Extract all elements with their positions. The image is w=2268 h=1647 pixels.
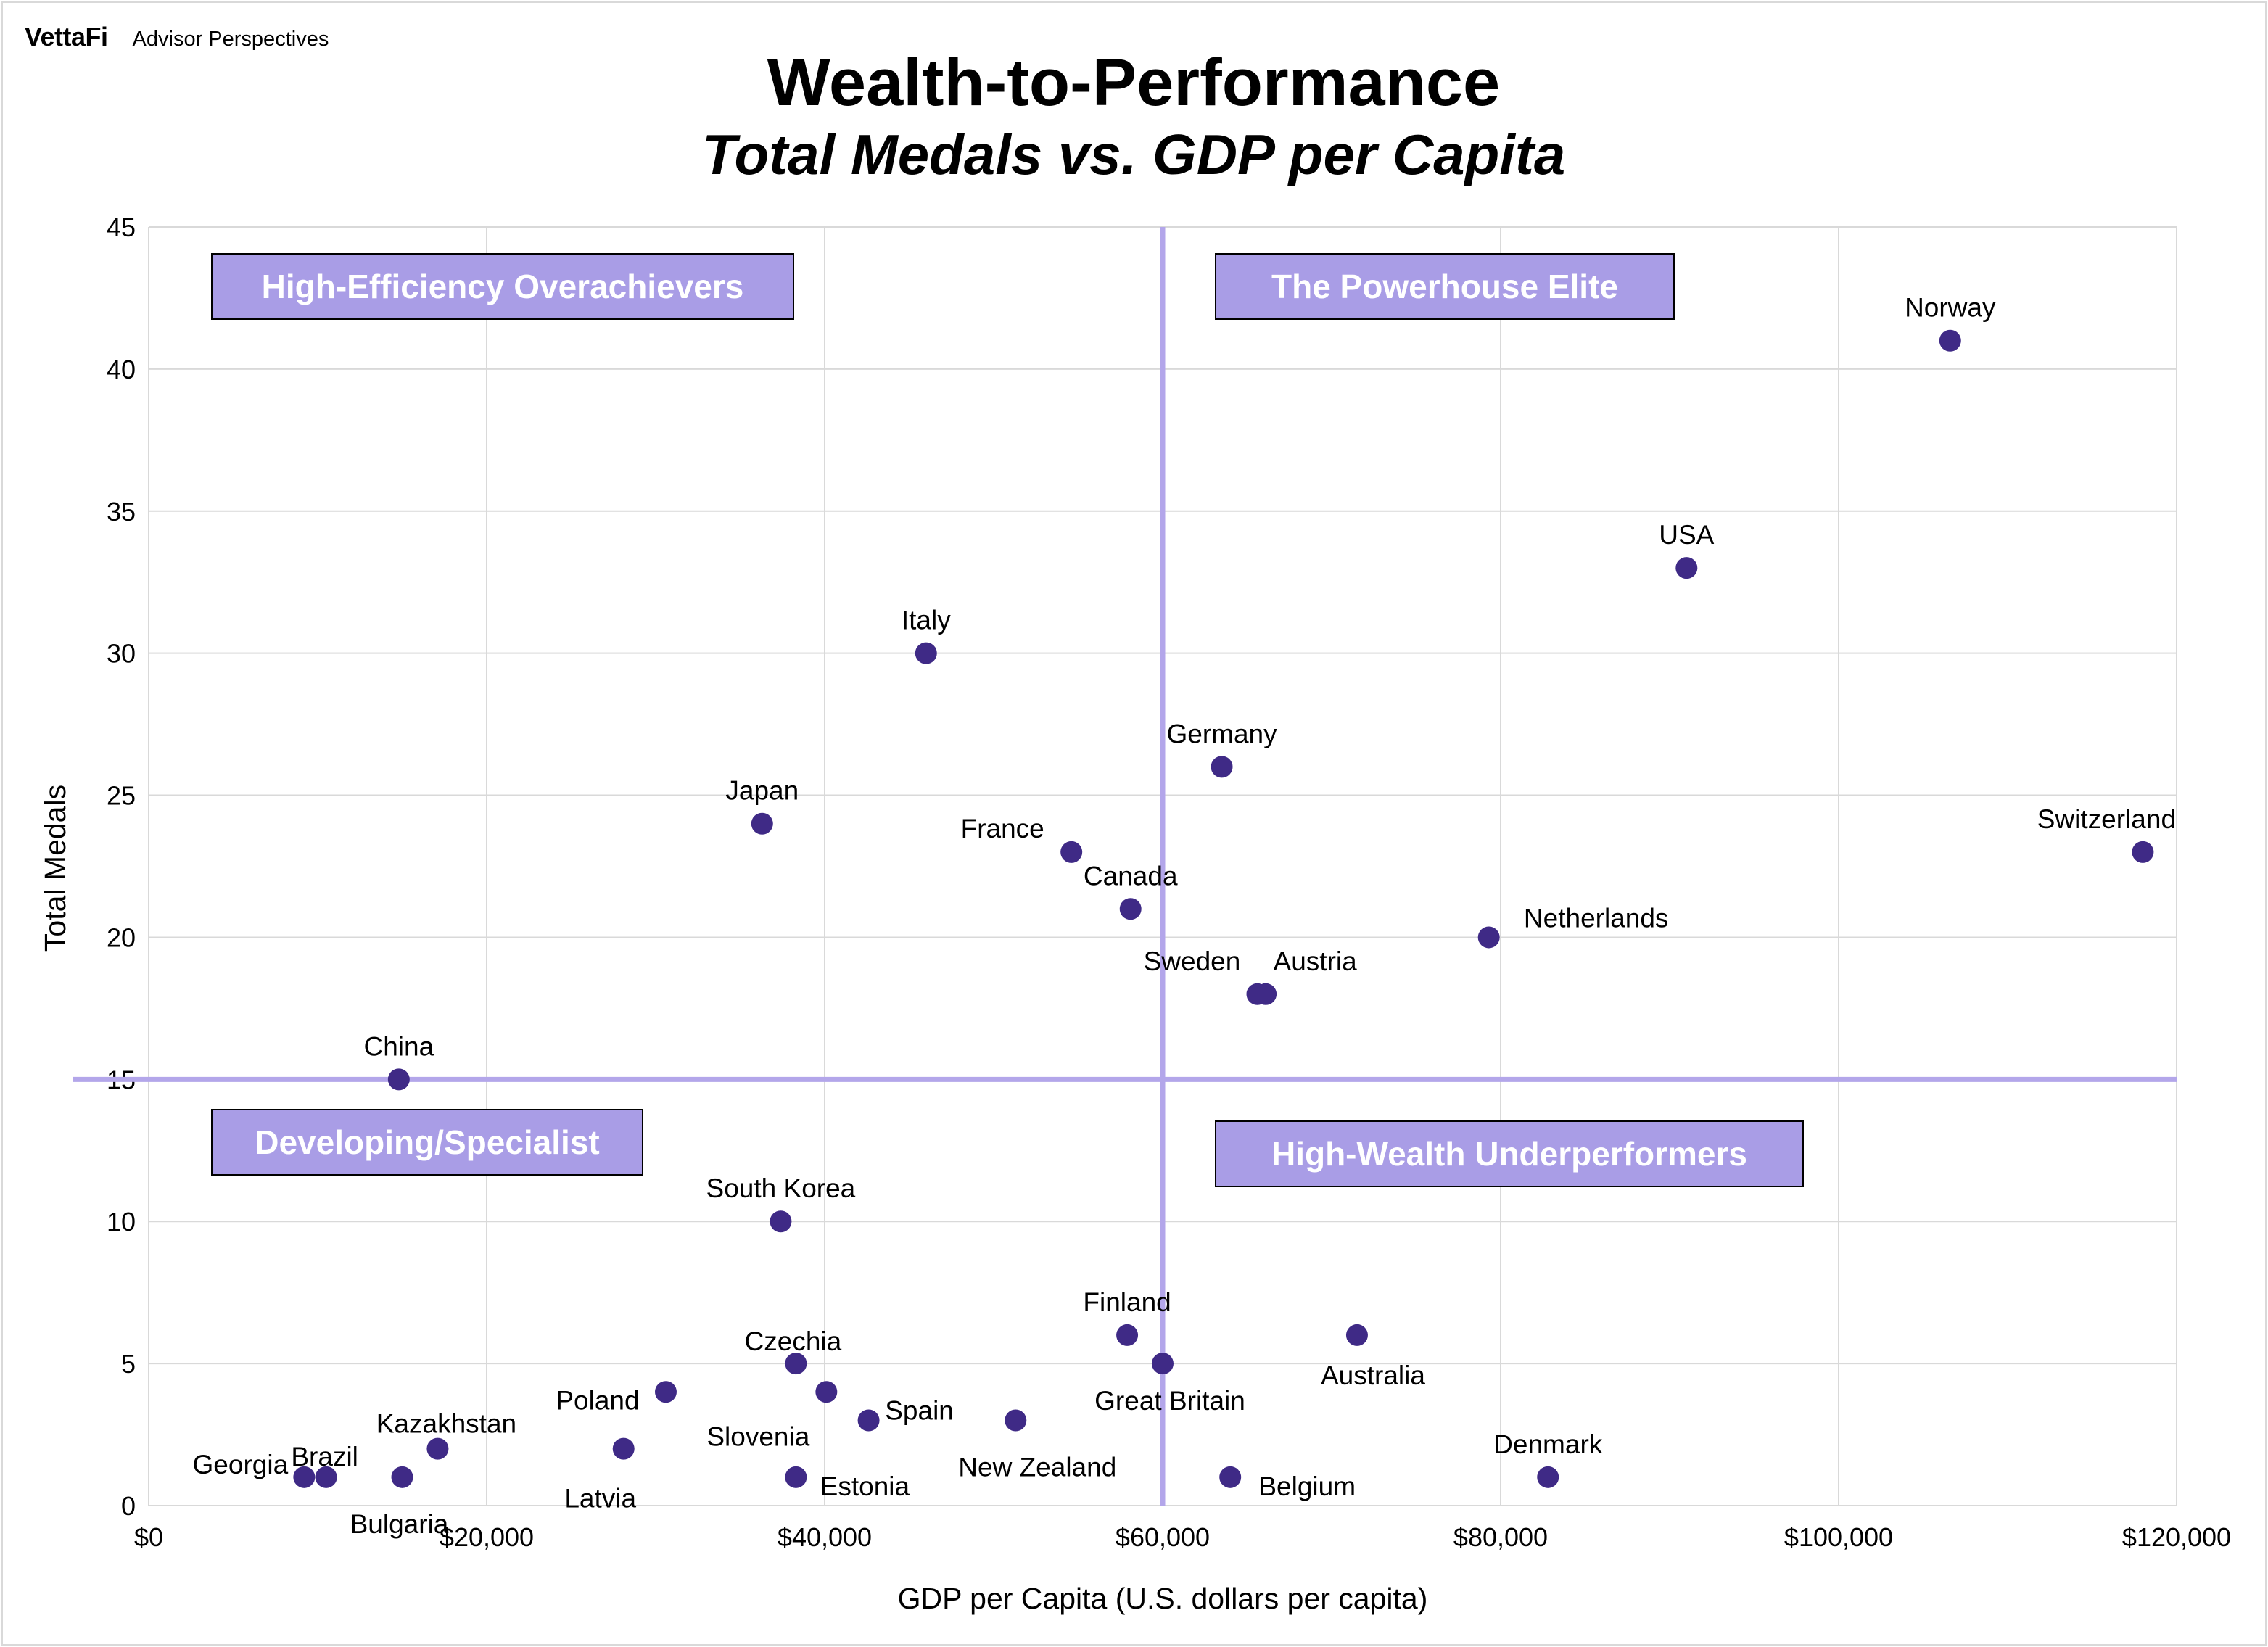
label-brazil: Brazil [291, 1442, 358, 1471]
point-italy [915, 642, 937, 664]
quadrant-label-top-right: The Powerhouse Elite [1271, 268, 1618, 305]
label-italy: Italy [902, 606, 951, 635]
y-tick-label: 25 [107, 781, 136, 811]
label-czechia: Czechia [745, 1326, 842, 1356]
label-kazakhstan: Kazakhstan [376, 1409, 516, 1439]
point-belgium [1219, 1466, 1242, 1488]
quadrant-label-bottom-right: High-Wealth Underperformers [1271, 1135, 1747, 1173]
quadrant-top-right: The Powerhouse Elite [1215, 253, 1675, 320]
point-france [1060, 841, 1083, 863]
point-norway [1939, 329, 1961, 352]
label-poland: Poland [556, 1385, 639, 1415]
vettafi-logo: VettaFi [25, 22, 108, 51]
point-switzerland [2132, 841, 2154, 863]
label-japan: Japan [725, 776, 799, 806]
x-tick-label: $40,000 [778, 1522, 872, 1552]
label-finland: Finland [1083, 1287, 1171, 1317]
point-austria [1255, 983, 1277, 1005]
point-kazakhstan [426, 1437, 449, 1460]
chart-subtitle: Total Medals vs. GDP per Capita [702, 123, 1566, 186]
point-south-korea [770, 1210, 792, 1233]
y-tick-label: 40 [107, 355, 136, 384]
point-netherlands [1477, 926, 1500, 949]
label-new-zealand: New Zealand [958, 1452, 1116, 1482]
point-canada [1119, 898, 1142, 920]
brand-name: Advisor Perspectives [132, 28, 329, 51]
label-latvia: Latvia [564, 1484, 636, 1514]
label-estonia: Estonia [820, 1471, 910, 1501]
point-china [387, 1068, 410, 1091]
x-tick-label: $120,000 [2122, 1522, 2231, 1552]
point-usa [1675, 557, 1698, 579]
label-france: France [961, 814, 1044, 843]
y-tick-label: 20 [107, 922, 136, 952]
label-canada: Canada [1084, 861, 1178, 891]
label-sweden: Sweden [1144, 946, 1241, 976]
quadrant-label-bottom-left: Developing/Specialist [255, 1123, 599, 1161]
point-new-zealand [1005, 1409, 1027, 1432]
quadrant-bottom-right: High-Wealth Underperformers [1215, 1120, 1804, 1187]
point-japan [751, 812, 773, 835]
chart-title: Wealth-to-Performance [767, 46, 1500, 120]
quadrant-bottom-left: Developing/Specialist [211, 1109, 643, 1176]
brand-header: VettaFi Advisor Perspectives [25, 22, 329, 52]
y-axis-label: Total Medals [38, 785, 72, 952]
label-georgia: Georgia [193, 1450, 289, 1479]
x-tick-label: $80,000 [1453, 1522, 1548, 1552]
y-tick-label: 45 [107, 212, 136, 242]
label-bulgaria: Bulgaria [350, 1509, 449, 1539]
label-slovenia: Slovenia [706, 1421, 809, 1451]
point-czechia [785, 1353, 807, 1375]
label-spain: Spain [885, 1395, 954, 1425]
point-bulgaria [391, 1466, 413, 1488]
point-georgia [293, 1466, 316, 1488]
label-netherlands: Netherlands [1524, 903, 1669, 933]
y-tick-label: 30 [107, 639, 136, 669]
label-australia: Australia [1321, 1361, 1425, 1390]
point-brazil [315, 1466, 337, 1488]
point-australia [1345, 1324, 1368, 1346]
point-great-britain [1152, 1353, 1174, 1375]
quadrant-label-top-left: High-Efficiency Overachievers [262, 268, 744, 305]
label-south-korea: South Korea [706, 1173, 856, 1203]
label-austria: Austria [1274, 946, 1358, 976]
label-usa: USA [1659, 520, 1714, 550]
y-tick-label: 0 [121, 1491, 136, 1521]
y-tick-label: 10 [107, 1207, 136, 1237]
point-labels: Norway USA Italy Germany Japan France Switzerl… [193, 293, 2176, 1539]
point-denmark [1537, 1466, 1559, 1488]
point-spain [857, 1409, 880, 1432]
y-tick-label: 5 [121, 1349, 136, 1379]
label-great-britain: Great Britain [1094, 1386, 1245, 1416]
label-denmark: Denmark [1493, 1429, 1603, 1459]
label-germany: Germany [1166, 719, 1277, 748]
point-slovenia [815, 1381, 838, 1403]
x-tick-label: $20,000 [440, 1522, 534, 1552]
quadrant-dividers [73, 227, 2177, 1506]
label-belgium: Belgium [1258, 1471, 1356, 1501]
x-tick-label: $60,000 [1116, 1522, 1210, 1552]
label-china: China [363, 1031, 434, 1061]
quadrant-top-left: High-Efficiency Overachievers [211, 253, 794, 320]
data-points [293, 329, 2154, 1488]
point-finland [1116, 1324, 1139, 1346]
point-estonia [785, 1466, 807, 1488]
label-norway: Norway [1905, 293, 1996, 323]
point-germany [1211, 756, 1233, 778]
x-tick-label: $100,000 [1784, 1522, 1893, 1552]
y-tick-label: 35 [107, 497, 136, 527]
x-axis-label: GDP per Capita (U.S. dollars per capita) [898, 1582, 1428, 1615]
point-latvia [612, 1437, 635, 1460]
point-poland [654, 1381, 677, 1403]
label-switzerland: Switzerland [2037, 804, 2176, 834]
x-tick-label: $0 [134, 1522, 163, 1552]
